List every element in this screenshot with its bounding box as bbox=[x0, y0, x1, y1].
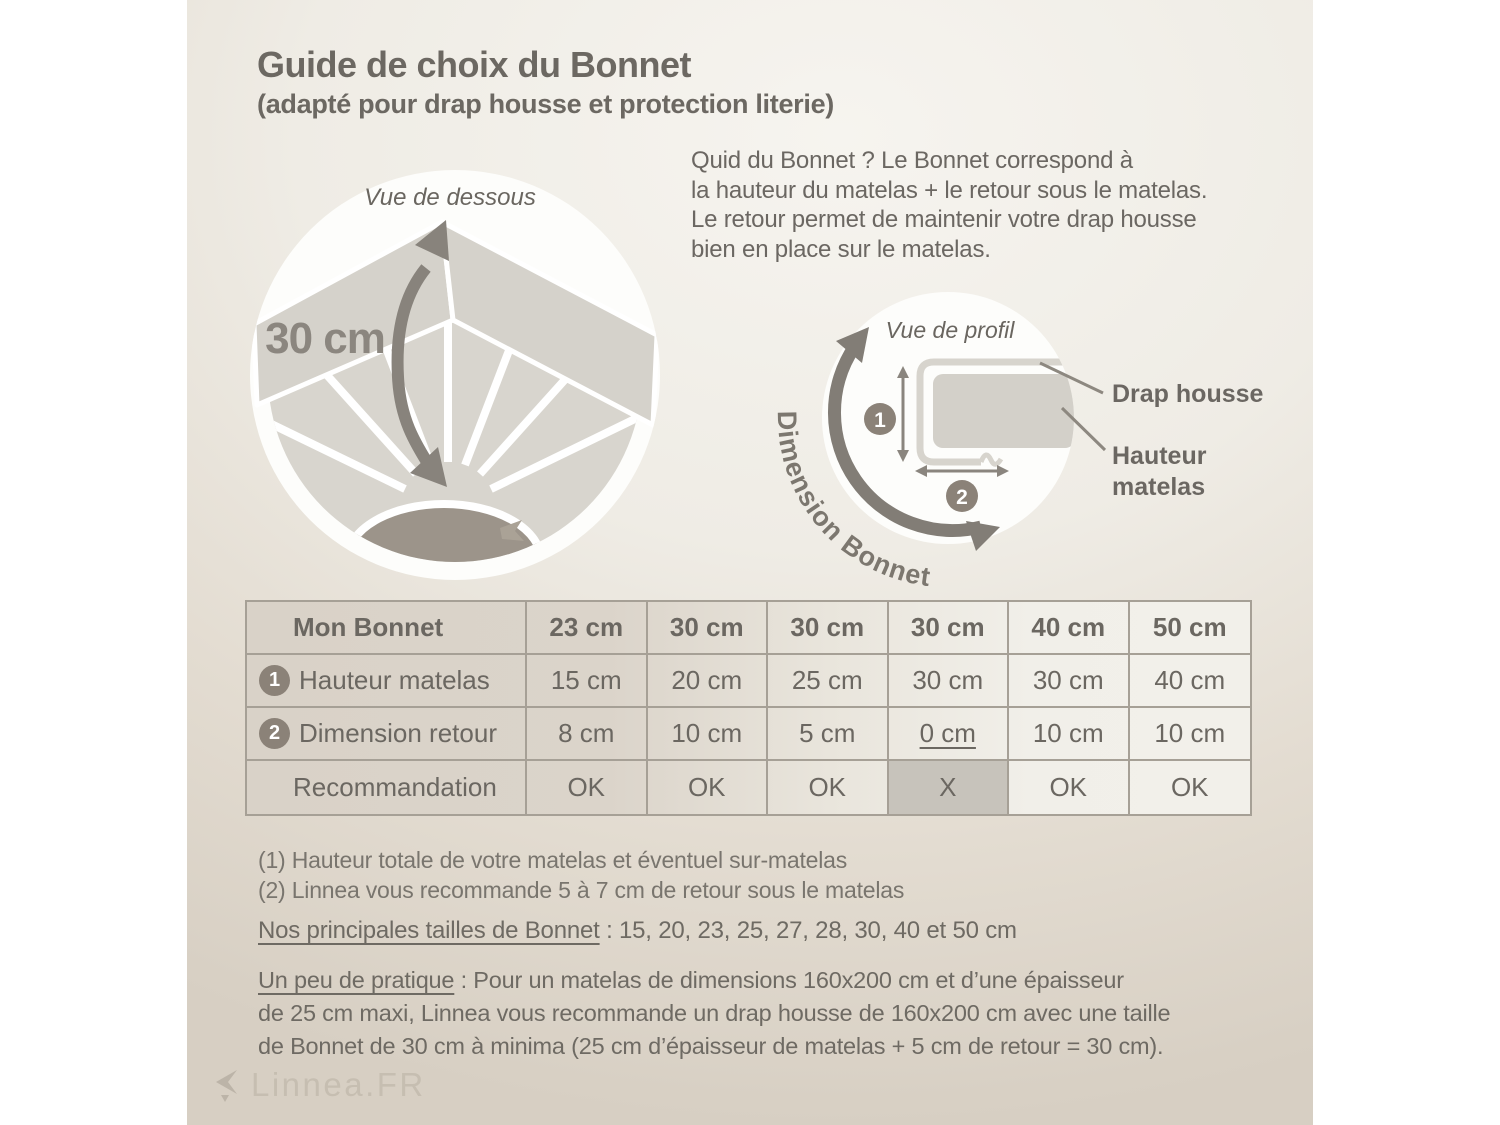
row-hauteur-label-text: Hauteur matelas bbox=[299, 665, 490, 695]
profile-view-caption: Vue de profil bbox=[885, 317, 1015, 343]
bonnet-table: Mon Bonnet 23 cm 30 cm 30 cm 30 cm 40 cm… bbox=[245, 600, 1252, 816]
row-retour-label-text: Dimension retour bbox=[299, 718, 497, 748]
practice-line-2: de 25 cm maxi, Linnea vous recommande un… bbox=[258, 1000, 1171, 1026]
table-header-value: 40 cm bbox=[1009, 602, 1130, 655]
label-drap-housse: Drap housse bbox=[1112, 380, 1264, 408]
guide-canvas: Guide de choix du Bonnet (adapté pour dr… bbox=[187, 0, 1313, 1125]
bottom-view-diagram bbox=[250, 170, 660, 580]
bottom-view-caption: Vue de dessous bbox=[364, 184, 536, 211]
table-header-label: Mon Bonnet bbox=[247, 602, 527, 655]
footnote-2: (2) Linnea vous recommande 5 à 7 cm de r… bbox=[258, 877, 905, 903]
linnea-logo: Linnea.FR bbox=[213, 1066, 426, 1104]
label-hauteur-line2: matelas bbox=[1112, 473, 1206, 501]
table-cell: 30 cm bbox=[1009, 655, 1130, 708]
badge-2-table: 2 bbox=[259, 718, 290, 749]
practice-line1-rest: : Pour un matelas de dimensions 160x200 … bbox=[454, 967, 1124, 993]
page-title: Guide de choix du Bonnet bbox=[257, 44, 692, 85]
mattress-corner-right-panel bbox=[439, 219, 660, 428]
bonnet-measurement: 30 cm bbox=[265, 314, 386, 363]
table-cell: OK bbox=[527, 761, 648, 814]
mattress-profile bbox=[933, 374, 1074, 448]
table-cell: OK bbox=[648, 761, 768, 814]
table-cell-zero-retour: 0 cm bbox=[888, 708, 1009, 761]
zero-retour-value: 0 cm bbox=[919, 718, 976, 748]
sizes-rest: : 15, 20, 23, 25, 27, 28, 30, 40 et 50 c… bbox=[599, 917, 1017, 944]
table-cell: OK bbox=[768, 761, 889, 814]
watermark-mark bbox=[500, 520, 524, 541]
table-cell: 8 cm bbox=[527, 708, 648, 761]
bonnet-depth-arrow bbox=[391, 220, 449, 487]
fitted-sheet-outline bbox=[916, 358, 1074, 466]
table-cell: 30 cm bbox=[888, 655, 1009, 708]
table-cell: 25 cm bbox=[768, 655, 889, 708]
table-header-value: 23 cm bbox=[527, 602, 648, 655]
svg-text:2: 2 bbox=[956, 486, 968, 509]
practice-line-1: Un peu de pratique : Pour un matelas de … bbox=[258, 964, 1268, 997]
footnotes: (1) Hauteur totale de votre matelas et é… bbox=[258, 845, 904, 905]
table-cell: OK bbox=[1009, 761, 1130, 814]
practice-paragraph: Un peu de pratique : Pour un matelas de … bbox=[258, 964, 1268, 1063]
table-row-label-hauteur: 1 Hauteur matelas bbox=[247, 655, 527, 708]
table-cell: 10 cm bbox=[1129, 708, 1250, 761]
label-hauteur-matelas: Hauteur matelas bbox=[1112, 441, 1206, 503]
table-cell: 15 cm bbox=[527, 655, 648, 708]
table-header-value: 30 cm bbox=[888, 602, 1009, 655]
practice-line-3: de Bonnet de 30 cm à minima (25 cm d’épa… bbox=[258, 1033, 1164, 1059]
table-header-value: 50 cm bbox=[1129, 602, 1250, 655]
table-header-value: 30 cm bbox=[768, 602, 889, 655]
sheet-elastic-squiggle bbox=[978, 452, 1004, 467]
table-header-value: 30 cm bbox=[647, 602, 768, 655]
table-cell: 20 cm bbox=[647, 655, 768, 708]
practice-lead: Un peu de pratique bbox=[258, 967, 455, 993]
intro-line-3: Le retour permet de maintenir votre drap… bbox=[691, 206, 1197, 233]
table-cell: 5 cm bbox=[768, 708, 889, 761]
table-cell-not-recommended: X bbox=[888, 761, 1009, 814]
badge-2: 2 bbox=[946, 480, 978, 512]
height-arrow bbox=[897, 366, 909, 462]
intro-line-4: bien en place sur le matelas. bbox=[691, 235, 991, 263]
intro-line-2: la hauteur du matelas + le retour sous l… bbox=[691, 176, 1208, 204]
footnote-1: (1) Hauteur totale de votre matelas et é… bbox=[258, 847, 848, 873]
table-cell: 40 cm bbox=[1129, 655, 1250, 708]
label-connector-lines bbox=[1039, 361, 1107, 452]
label-hauteur-line1: Hauteur bbox=[1112, 442, 1207, 470]
table-row-label-reco: Recommandation bbox=[247, 761, 527, 814]
table-cell: 10 cm bbox=[1009, 708, 1130, 761]
table-cell: 10 cm bbox=[647, 708, 768, 761]
badge-1-table: 1 bbox=[259, 665, 290, 696]
linnea-logo-text: Linnea.FR bbox=[251, 1066, 426, 1103]
page-subtitle: (adapté pour drap housse et protection l… bbox=[257, 89, 834, 119]
dimension-bonnet-arrow bbox=[827, 327, 1000, 551]
linnea-leaf-icon bbox=[216, 1070, 237, 1102]
profile-view-diagram: 1 2 Dimension Bonnet bbox=[772, 292, 1107, 592]
intro-line-1: Quid du Bonnet ? Le Bonnet correspond à bbox=[691, 147, 1133, 174]
badge-1: 1 bbox=[864, 403, 896, 435]
intro-paragraph: Quid du Bonnet ? Le Bonnet correspond à … bbox=[691, 146, 1271, 264]
svg-text:1: 1 bbox=[874, 409, 886, 432]
return-arrow bbox=[915, 465, 1009, 477]
table-cell: OK bbox=[1170, 772, 1209, 802]
table-row-label-retour: 2 Dimension retour bbox=[247, 708, 527, 761]
sizes-line: Nos principales tailles de Bonnet : 15, … bbox=[258, 917, 1017, 945]
sizes-lead: Nos principales tailles de Bonnet bbox=[258, 917, 600, 944]
